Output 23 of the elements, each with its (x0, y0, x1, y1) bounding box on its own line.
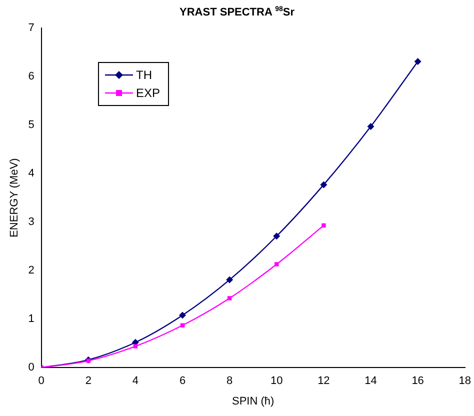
x-tick-label: 12 (318, 375, 330, 388)
chart-title: YRAST SPECTRA $^{98}$Sr (178, 6, 296, 19)
y-tick-label: 7 (28, 22, 34, 34)
x-tick-label: 18 (458, 375, 472, 388)
y-tick-label: 0 (28, 362, 34, 374)
y-tick-label: 6 (28, 70, 34, 83)
y-tick-label: 4 (28, 168, 34, 180)
y-tick-label: 2 (28, 264, 34, 277)
y-tick-label: 1 (28, 313, 34, 326)
y-tick-label: 3 (28, 216, 34, 228)
legend-label: EXP (136, 86, 160, 100)
x-tick-label: 8 (226, 375, 233, 388)
x-tick-label: 0 (38, 375, 44, 388)
legend-label: TH (136, 68, 152, 82)
x-axis-title: SPIN (ħ) (232, 395, 274, 408)
x-tick-label: 10 (270, 375, 283, 388)
y-tick-label: 5 (28, 119, 34, 132)
x-tick-label: 4 (132, 375, 139, 388)
x-tick-label: 2 (85, 375, 92, 388)
x-tick-label: 6 (179, 375, 186, 388)
x-tick-label: 16 (412, 375, 424, 388)
x-tick-label: 14 (364, 375, 377, 388)
y-axis-title: ENERGY (MeV) (8, 158, 21, 238)
